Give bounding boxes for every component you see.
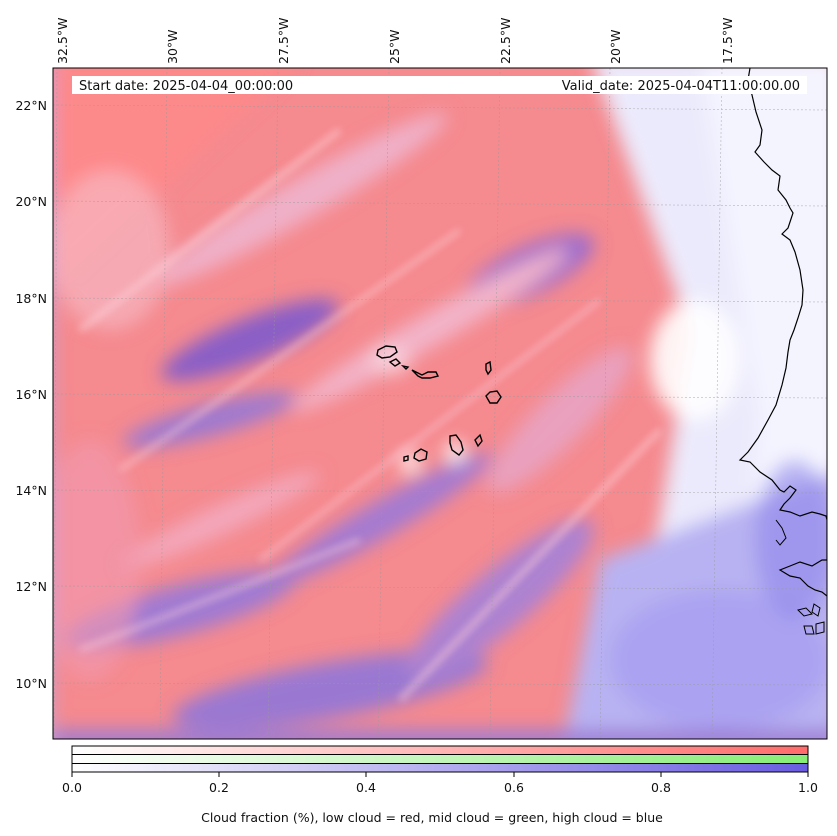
island-sao-vicente [388, 358, 402, 367]
island-santo-antao [376, 345, 398, 359]
cape-verde-islands [376, 345, 502, 462]
lon-label: 22.5°W [498, 18, 513, 64]
lat-label: 14°N [15, 483, 47, 498]
lon-label: 30°W [165, 29, 180, 64]
lat-label: 22°N [15, 98, 47, 113]
island-santiago [449, 434, 464, 456]
lon-label: 20°W [608, 29, 623, 64]
header-box [72, 76, 807, 94]
colorbar-frame [71, 745, 809, 773]
lat-label: 20°N [15, 194, 47, 209]
lat-label: 10°N [15, 676, 47, 691]
valid-date-label: Valid_date: 2025-04-04T11:00:00.00 [562, 79, 800, 94]
lon-label: 17.5°W [720, 18, 735, 64]
colorbar: 0.0 0.2 0.4 0.6 0.8 1.0 Cloud fraction (… [62, 745, 818, 825]
colorbar-tick-label: 0.6 [504, 780, 524, 795]
lon-label: 25°W [387, 29, 402, 64]
island-maio [474, 433, 483, 448]
map-gridlines [53, 68, 827, 739]
island-santa-luzia [400, 364, 410, 370]
coast-detail-guinea [775, 519, 825, 635]
colorbar-high-cloud-blue [72, 764, 808, 772]
colorbar-mid-cloud-green [72, 755, 808, 763]
colorbar-tick-label: 0.2 [209, 780, 229, 795]
colorbar-label: Cloud fraction (%), low cloud = red, mid… [201, 810, 663, 825]
colorbar-tick-label: 0.4 [356, 780, 376, 795]
africa-coastline [738, 68, 827, 597]
colorbar-tick-label: 1.0 [798, 780, 818, 795]
colorbar-ticks [71, 772, 809, 777]
map-frame [52, 67, 828, 740]
island-fogo [413, 448, 428, 462]
lon-label: 32.5°W [55, 18, 70, 64]
lat-label: 16°N [15, 387, 47, 402]
island-sal [485, 360, 492, 376]
longitude-labels: 32.5°W 30°W 27.5°W 25°W 22.5°W 20°W 17.5… [55, 18, 735, 64]
colorbar-tick-label: 0.8 [651, 780, 671, 795]
island-boa-vista [485, 390, 502, 404]
colorbar-low-cloud-red [72, 746, 808, 754]
lat-label: 12°N [15, 579, 47, 594]
latitude-labels: 22°N 20°N 18°N 16°N 14°N 12°N 10°N [15, 98, 47, 691]
lat-label: 18°N [15, 291, 47, 306]
island-sao-nicolau [411, 369, 440, 379]
map-panel: Start date: 2025-04-04_00:00:00 Valid_da… [53, 68, 827, 739]
colorbar-tick-label: 0.0 [62, 780, 82, 795]
cloud-streaks [78, 127, 663, 703]
cloud-field-shading [53, 68, 827, 739]
lon-label: 27.5°W [276, 18, 291, 64]
start-date-label: Start date: 2025-04-04_00:00:00 [79, 79, 293, 94]
island-brava [403, 455, 409, 462]
